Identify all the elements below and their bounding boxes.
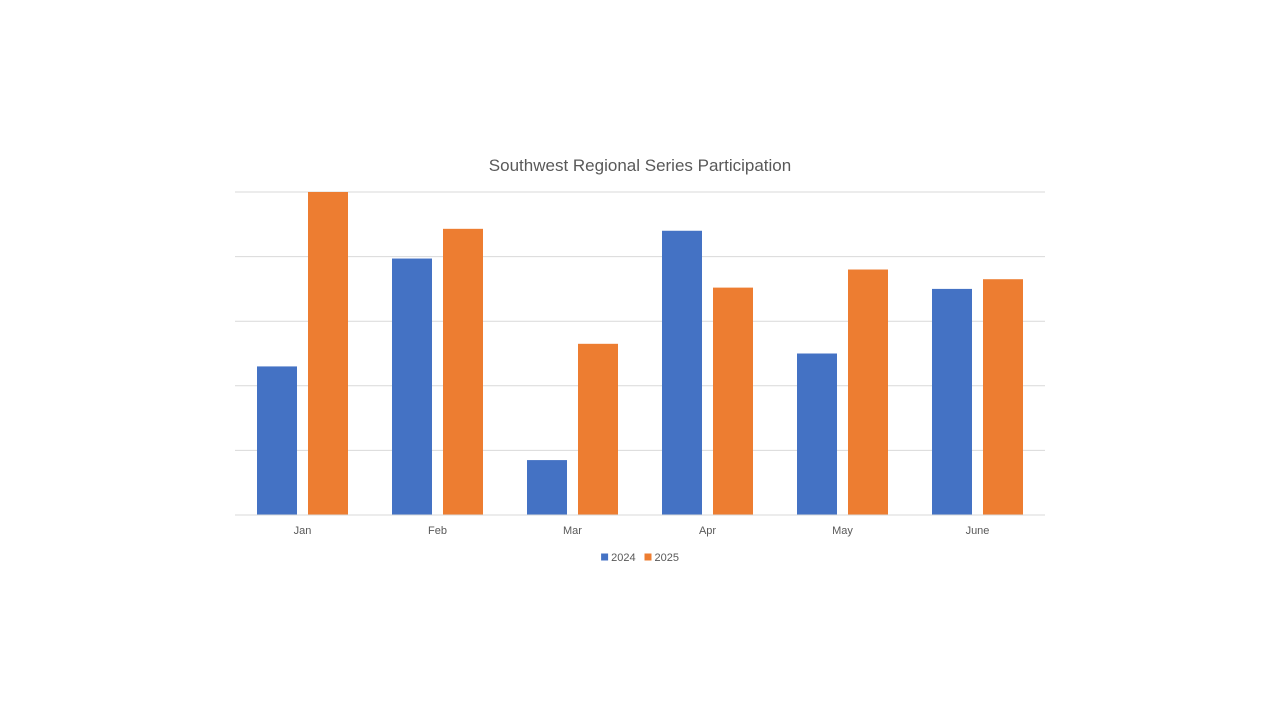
bar-2025-june: [983, 279, 1023, 515]
bar-2024-jan: [257, 366, 297, 515]
bar-2024-mar: [527, 460, 567, 515]
bar-2025-feb: [443, 228, 483, 515]
legend-label-2024: 2024: [611, 552, 635, 564]
bar-2025-apr: [713, 287, 753, 515]
x-tick-label: May: [832, 525, 853, 537]
bar-2024-may: [797, 353, 837, 515]
gridlines: [235, 191, 1045, 451]
bar-2024-june: [932, 288, 972, 515]
bar-2025-may: [848, 269, 888, 515]
legend-swatch-2025: [644, 553, 652, 561]
bar-2025-jan: [308, 192, 348, 515]
legend: 2024 2025: [601, 552, 679, 564]
x-tick-label: Feb: [428, 525, 447, 537]
bar-2024-apr: [662, 230, 702, 515]
bars: [257, 192, 1023, 515]
legend-swatch-2024: [601, 553, 609, 561]
chart-title: Southwest Regional Series Participation: [489, 156, 791, 175]
x-tick-label: Mar: [563, 525, 582, 537]
x-tick-label: Apr: [699, 525, 716, 537]
legend-label-2025: 2025: [655, 552, 679, 564]
bar-2024-feb: [392, 258, 432, 515]
x-tick-label: June: [966, 525, 990, 537]
bar-2025-mar: [578, 343, 618, 515]
x-axis: Jan Feb Mar Apr May June: [235, 514, 1045, 537]
x-tick-label: Jan: [294, 525, 312, 537]
